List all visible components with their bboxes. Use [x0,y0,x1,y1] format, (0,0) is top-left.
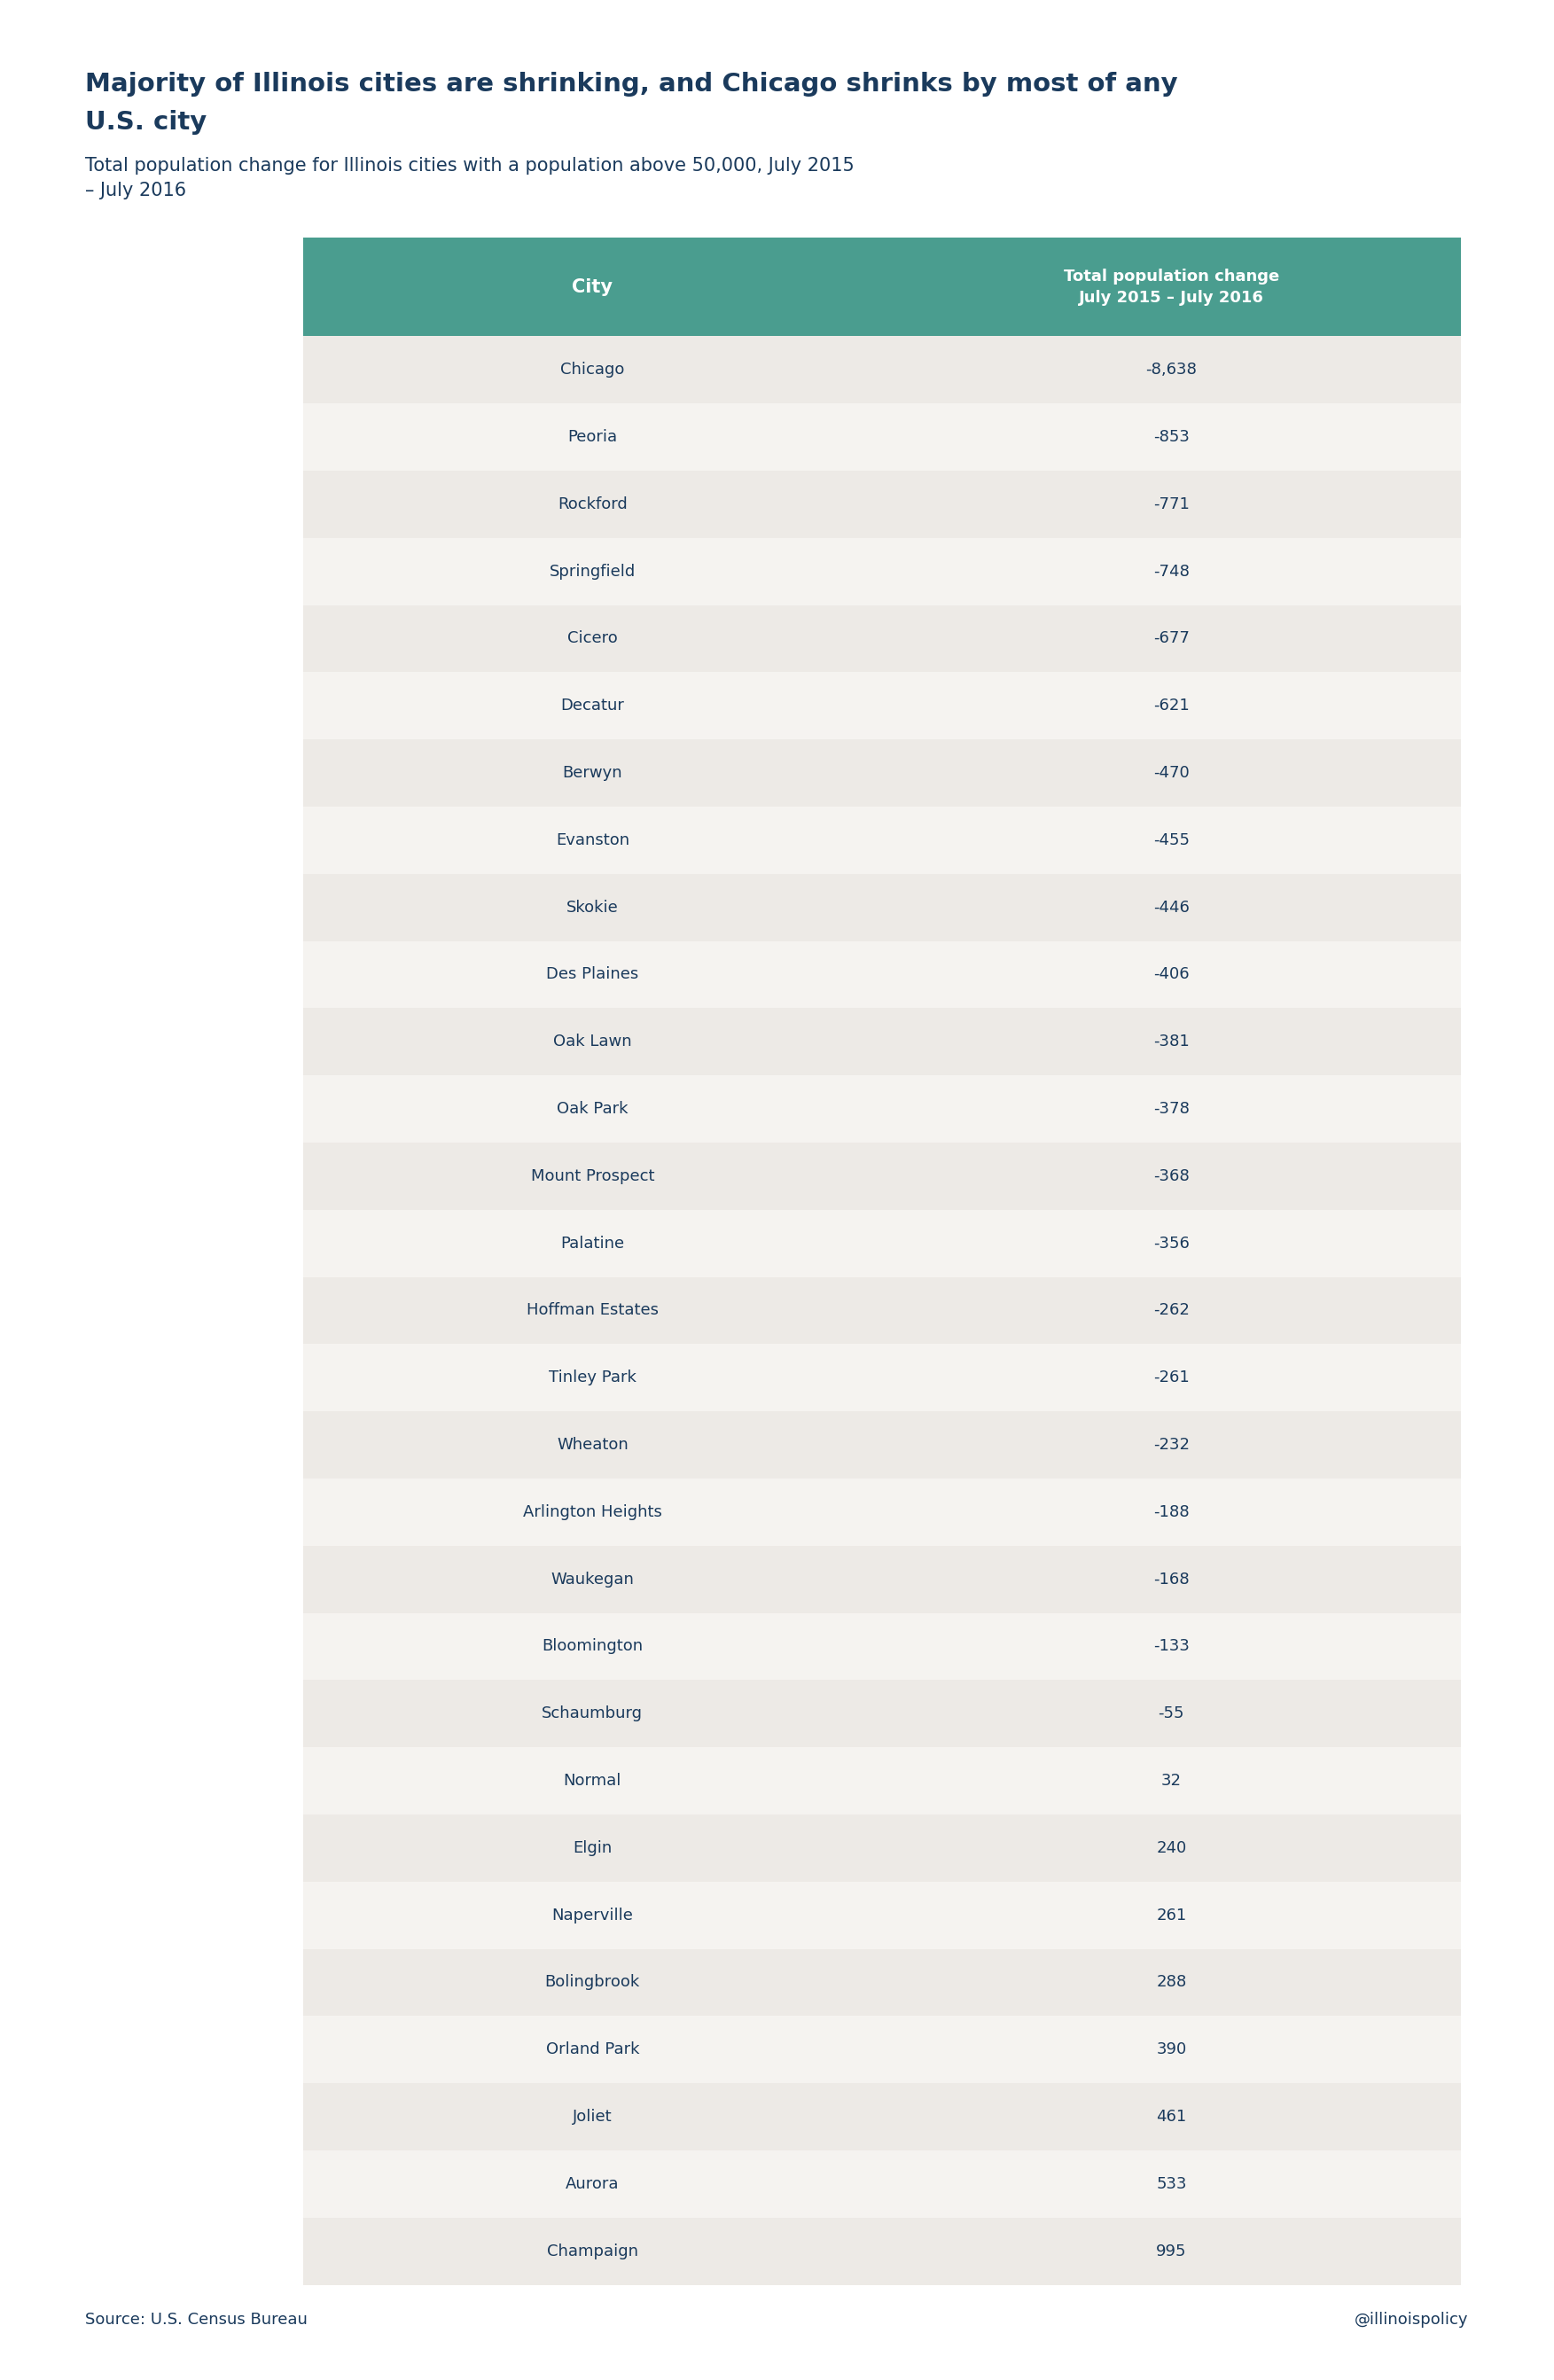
Bar [303,1680,1461,1747]
Bar [303,1883,1461,1949]
Text: Tinley Park: Tinley Park [549,1371,636,1385]
Text: Champaign: Champaign [547,2244,639,2259]
Text: -677: -677 [1153,631,1189,647]
Text: -378: -378 [1153,1102,1189,1116]
Bar [303,1278,1461,1345]
Bar [303,1545,1461,1614]
Bar [303,2016,1461,2082]
Text: -381: -381 [1153,1033,1189,1050]
Bar [303,1747,1461,1814]
Bar [303,671,1461,740]
Text: Palatine: Palatine [561,1235,625,1252]
Text: 288: 288 [1156,1975,1187,1990]
Text: -446: -446 [1153,900,1189,916]
Text: 461: 461 [1156,2109,1187,2125]
Text: Total population change
July 2015 – July 2016: Total population change July 2015 – July… [1063,269,1279,305]
Bar [303,2218,1461,2285]
Text: -621: -621 [1153,697,1189,714]
Bar [303,605,1461,671]
Text: 261: 261 [1156,1906,1187,1923]
Bar [303,1949,1461,2016]
Text: Hoffman Estates: Hoffman Estates [527,1302,659,1319]
Text: Orland Park: Orland Park [545,2042,639,2059]
Text: Bolingbrook: Bolingbrook [545,1975,640,1990]
Text: -261: -261 [1153,1371,1189,1385]
Text: Joliet: Joliet [573,2109,612,2125]
Bar [303,1076,1461,1142]
Text: Elgin: Elgin [573,1840,612,1856]
Text: City: City [572,278,612,295]
Text: Evanston: Evanston [556,833,629,847]
Text: 533: 533 [1156,2175,1187,2192]
Text: 32: 32 [1161,1773,1181,1790]
Bar [303,873,1461,940]
Bar [303,1345,1461,1411]
Text: U.S. city: U.S. city [85,109,207,133]
Text: Source: U.S. Census Bureau: Source: U.S. Census Bureau [85,2311,308,2328]
Text: Decatur: Decatur [561,697,625,714]
Text: Chicago: Chicago [561,362,625,378]
Text: Berwyn: Berwyn [563,764,623,781]
Text: -8,638: -8,638 [1145,362,1197,378]
Text: 240: 240 [1156,1840,1187,1856]
Bar [303,1614,1461,1680]
Text: Waukegan: Waukegan [550,1571,634,1587]
Bar [303,807,1461,873]
Bar [303,2152,1461,2218]
Text: Peoria: Peoria [567,428,617,445]
Bar [303,1478,1461,1545]
Text: -455: -455 [1153,833,1189,847]
Text: Schaumburg: Schaumburg [542,1706,643,1721]
Bar [303,1411,1461,1478]
Text: 995: 995 [1156,2244,1187,2259]
Bar [303,471,1461,538]
Bar [303,740,1461,807]
Bar [303,940,1461,1009]
Bar [303,1142,1461,1209]
Text: -262: -262 [1153,1302,1189,1319]
Text: Majority of Illinois cities are shrinking, and Chicago shrinks by most of any: Majority of Illinois cities are shrinkin… [85,71,1178,95]
Bar [303,538,1461,605]
Text: Total population change for Illinois cities with a population above 50,000, July: Total population change for Illinois cit… [85,157,855,200]
Text: -406: -406 [1153,966,1189,983]
Text: Aurora: Aurora [566,2175,620,2192]
Text: Oak Lawn: Oak Lawn [553,1033,632,1050]
Bar [303,1814,1461,1883]
Text: 390: 390 [1156,2042,1187,2059]
Text: Wheaton: Wheaton [556,1438,628,1452]
Bar [303,1209,1461,1278]
Text: Bloomington: Bloomington [542,1637,643,1654]
Text: -55: -55 [1158,1706,1184,1721]
Text: -168: -168 [1153,1571,1189,1587]
Text: -748: -748 [1153,564,1189,578]
Text: Oak Park: Oak Park [556,1102,628,1116]
Text: Normal: Normal [564,1773,622,1790]
Bar [303,2082,1461,2152]
Bar [303,336,1461,405]
Text: Mount Prospect: Mount Prospect [530,1169,654,1185]
Bar [303,405,1461,471]
Text: @illinoispolicy: @illinoispolicy [1355,2311,1469,2328]
Text: -133: -133 [1153,1637,1189,1654]
Text: -470: -470 [1153,764,1189,781]
Text: Des Plaines: Des Plaines [547,966,639,983]
Text: -771: -771 [1153,497,1189,512]
Text: -853: -853 [1153,428,1189,445]
Bar [303,1009,1461,1076]
Text: -188: -188 [1153,1504,1189,1521]
Text: Skokie: Skokie [566,900,618,916]
Text: -368: -368 [1153,1169,1189,1185]
Text: Rockford: Rockford [558,497,628,512]
Text: -232: -232 [1153,1438,1189,1452]
Text: -356: -356 [1153,1235,1189,1252]
Bar [303,238,1461,336]
Text: Naperville: Naperville [552,1906,632,1923]
Text: Cicero: Cicero [567,631,617,647]
Text: Springfield: Springfield [550,564,636,578]
Text: Arlington Heights: Arlington Heights [524,1504,662,1521]
